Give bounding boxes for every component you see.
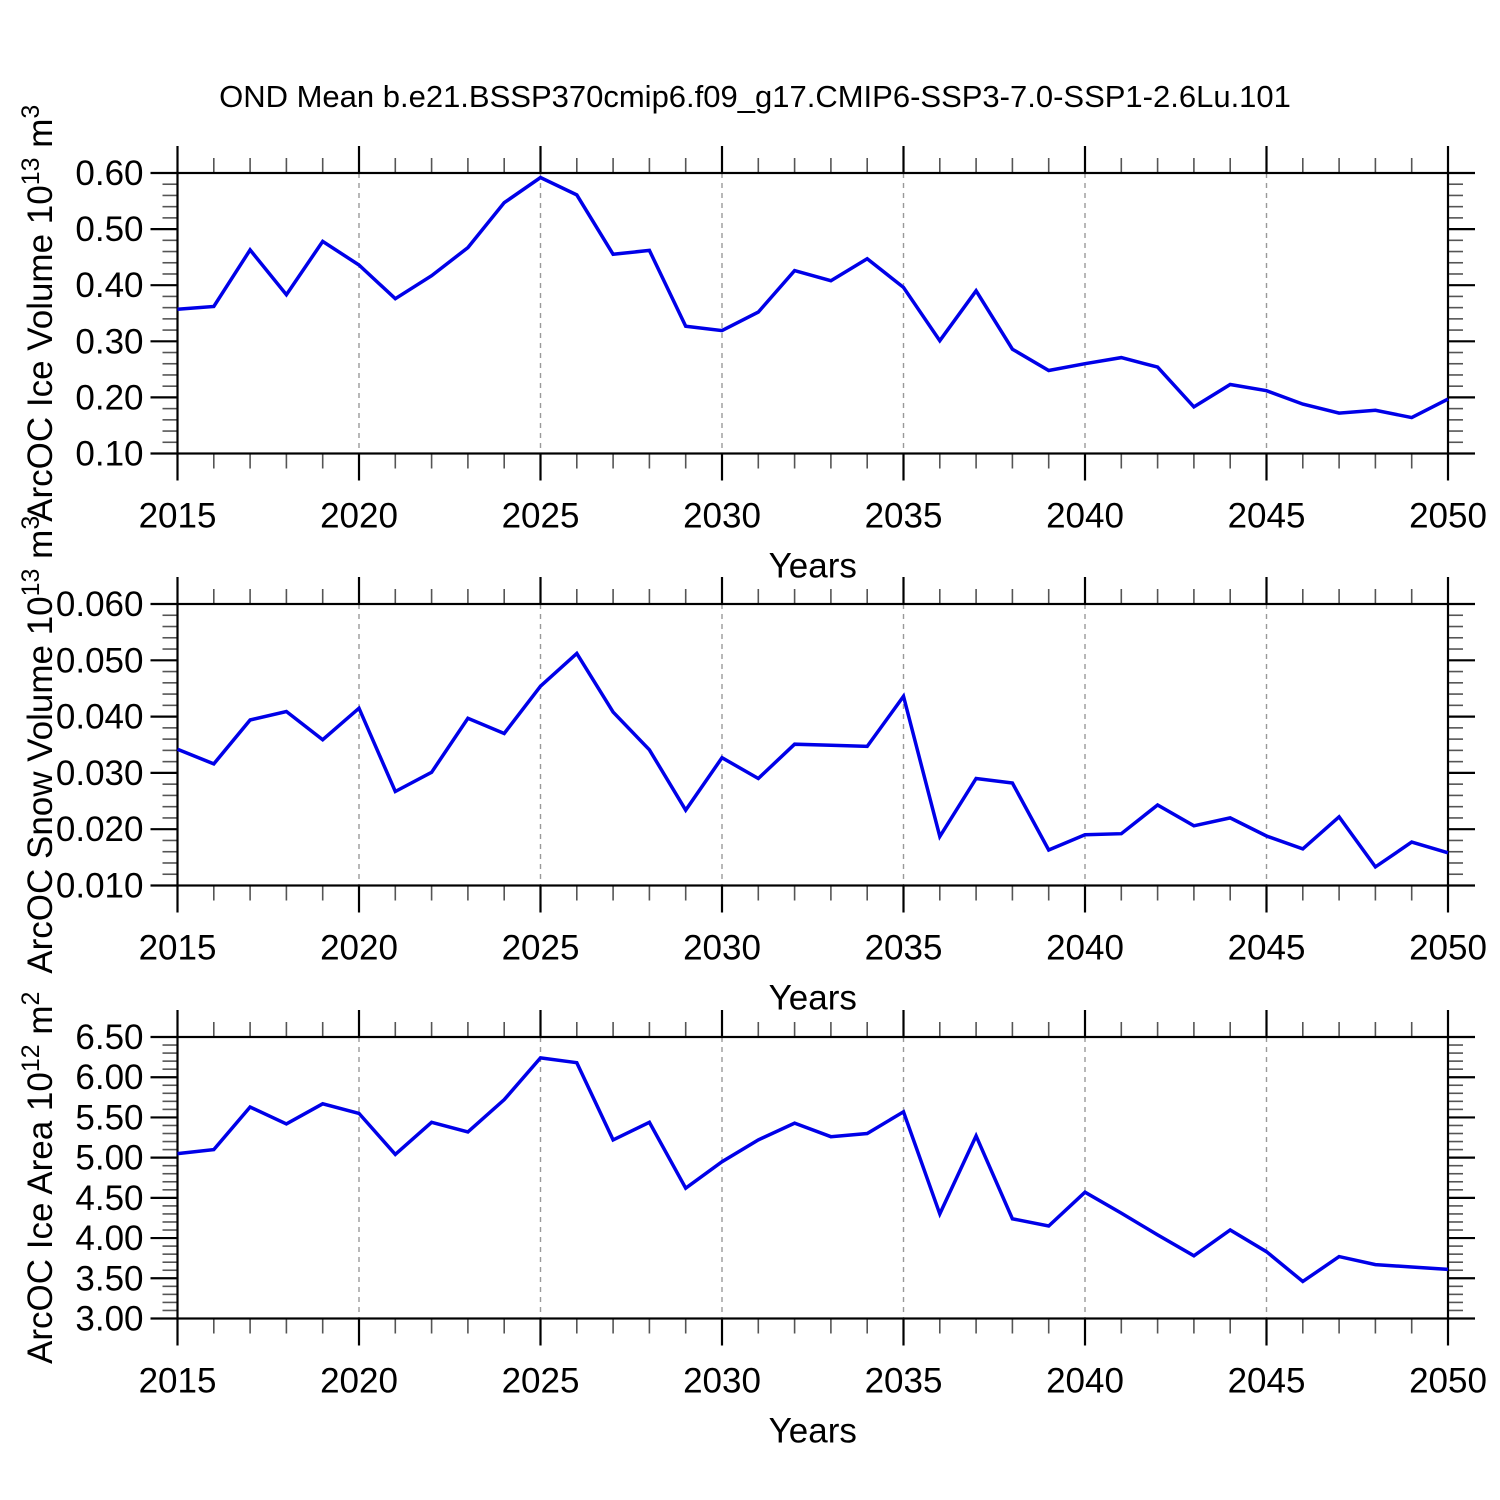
x-tick-label: 2045 [1228,497,1306,536]
x-tick-label: 2040 [1046,497,1124,536]
y-axis-title: ArcOC Ice Area 1012 m2 [17,992,60,1364]
x-tick-label: 2050 [1409,1362,1487,1401]
x-tick-label: 2015 [139,929,217,968]
x-tick-label: 2030 [683,929,761,968]
y-tick-label: 5.00 [75,1139,143,1178]
chart-title: OND Mean b.e21.BSSP370cmip6.f09_g17.CMIP… [219,79,1291,114]
y-tick-label: 0.040 [56,698,144,737]
panel-ice-volume: 0.10 0.20 0.30 0.40 0.50 0.60 2015 2020 2025 2030… [17,105,1487,586]
y-tick-label: 0.30 [75,322,143,361]
y-tick-label: 0.050 [56,641,144,680]
x-tick-label: 2030 [683,497,761,536]
x-tick-label: 2035 [865,497,943,536]
y-tick-label: 6.00 [75,1058,143,1097]
y-tick-label: 0.010 [56,867,144,906]
x-tick-label: 2030 [683,1362,761,1401]
x-axis-title: Years [769,547,857,586]
y-tick-label: 0.40 [75,266,143,305]
x-tick-label: 2020 [320,1362,398,1401]
y-tick-label: 0.060 [56,585,144,624]
x-tick-label: 2050 [1409,929,1487,968]
y-tick-label: 6.50 [75,1018,143,1057]
y-axis-title: ArcOC Ice Volume 1013 m3 [17,105,60,522]
data-line [177,175,1449,420]
y-tick-label: 0.60 [75,154,143,193]
y-tick-label: 4.00 [75,1219,143,1258]
y-tick-label: 0.020 [56,810,144,849]
x-tick-label: 2050 [1409,497,1487,536]
y-tick-label: 0.20 [75,378,143,417]
y-tick-label: 3.00 [75,1300,143,1339]
x-tick-label: 2040 [1046,1362,1124,1401]
panel-snow-volume: 0.010 0.020 0.030 0.040 0.050 0.060 2015 2020 20… [17,516,1487,1018]
x-tick-label: 2025 [502,497,580,536]
x-tick-label: 2035 [865,1362,943,1401]
y-axis-title: ArcOC Snow Volume 1013 m3 [17,516,60,974]
data-line [177,1056,1449,1284]
y-tick-label: 3.50 [75,1259,143,1298]
y-tick-label: 5.50 [75,1098,143,1137]
x-tick-label: 2045 [1228,1362,1306,1401]
y-tick-label: 4.50 [75,1179,143,1218]
panel-ice-area: 3.003.504.004.505.005.506.006.50 2015 2020… [17,992,1487,1451]
x-tick-label: 2025 [502,929,580,968]
x-tick-label: 2045 [1228,929,1306,968]
plot-box [176,1035,1450,1320]
x-tick-label: 2040 [1046,929,1124,968]
x-axis-title: Years [769,979,857,1018]
y-tick-label: 0.10 [75,435,143,474]
x-tick-label: 2035 [865,929,943,968]
plot-box [176,602,1450,887]
x-tick-label: 2025 [502,1362,580,1401]
x-tick-label: 2015 [139,1362,217,1401]
x-axis-title: Years [769,1412,857,1451]
y-tick-label: 0.50 [75,210,143,249]
data-line [176,650,1449,870]
x-tick-label: 2020 [320,929,398,968]
y-tick-label: 0.030 [56,754,144,793]
x-tick-label: 2015 [139,497,217,536]
plot-box [176,171,1450,455]
x-tick-label: 2020 [320,497,398,536]
